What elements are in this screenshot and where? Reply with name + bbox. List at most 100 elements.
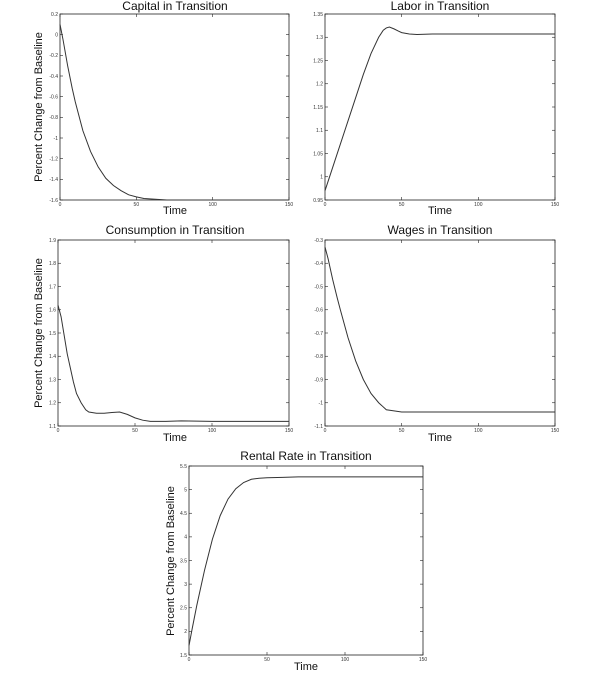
y-tick-label: -1.4 — [49, 177, 58, 183]
panel-capital: Capital in Transition Time Percent Chang… — [33, 0, 293, 217]
x-tick-label: 50 — [132, 428, 138, 434]
y-tick-label: 4.5 — [180, 511, 187, 517]
x-tick-label: 0 — [57, 428, 60, 434]
y-tick-label: 1.1 — [49, 424, 56, 430]
y-tick-label: 5.5 — [180, 464, 187, 470]
chart-title: Rental Rate in Transition — [240, 449, 371, 463]
x-axis-title: Time — [163, 432, 187, 444]
y-tick-label: 1.5 — [49, 331, 56, 337]
panel-wages: Wages in Transition Time 0 50 100 150 -0.3 -0… — [314, 223, 559, 444]
y-tick-label: 1 — [320, 175, 323, 181]
y-tick-label: 1.25 — [313, 58, 323, 64]
y-tick-label: -0.2 — [49, 53, 58, 59]
y-tick-label: 1.2 — [316, 82, 323, 88]
x-tick-label: 0 — [324, 202, 327, 208]
x-tick-label: 100 — [474, 428, 483, 434]
plot-frame — [188, 465, 424, 656]
panel-consumption: Consumption in Transition Time Percent C… — [33, 223, 293, 444]
y-tick-label: -0.9 — [314, 377, 323, 383]
y-tick-label: -0.6 — [49, 94, 58, 100]
y-tick-label: 1.6 — [49, 308, 56, 314]
marks-labor: 0 50 100 150 1.35 1.3 1.25 1.2 1.15 1.1 1.05 1 0.95 — [313, 12, 559, 208]
x-tick-label: 50 — [264, 657, 270, 663]
y-axis-title: Percent Change from Baseline — [165, 486, 177, 636]
x-axis-title: Time — [428, 205, 452, 217]
y-tick-label: 1.35 — [313, 12, 323, 18]
series-line — [188, 476, 423, 646]
x-axis-title: Time — [428, 432, 452, 444]
chart-title: Wages in Transition — [388, 223, 493, 237]
x-tick-label: 50 — [399, 202, 405, 208]
y-axis-title: Percent Change from Baseline — [33, 32, 45, 182]
y-tick-label: -0.4 — [314, 261, 323, 267]
x-axis-title: Time — [163, 205, 187, 217]
panel-rental-rate: Rental Rate in Transition Time Percent C… — [165, 449, 427, 673]
y-tick-label: 5 — [184, 487, 187, 493]
x-tick-label: 150 — [285, 428, 294, 434]
y-tick-label: 1.3 — [316, 35, 323, 41]
y-tick-label: 3 — [184, 582, 187, 588]
x-tick-label: 150 — [551, 428, 560, 434]
y-tick-label: -0.3 — [314, 238, 323, 244]
plot-frame — [324, 239, 556, 427]
y-tick-label: 1.4 — [49, 354, 56, 360]
y-tick-label: -1 — [319, 401, 324, 407]
series-line — [324, 26, 555, 191]
y-tick-label: 1.9 — [49, 238, 56, 244]
x-tick-label: 100 — [341, 657, 350, 663]
y-tick-label: 1.15 — [313, 105, 323, 111]
x-tick-label: 100 — [208, 202, 217, 208]
y-tick-label: -1.1 — [314, 424, 323, 430]
x-tick-label: 0 — [324, 428, 327, 434]
y-tick-label: 2.5 — [180, 606, 187, 612]
y-tick-label: 0 — [55, 32, 58, 38]
x-tick-label: 100 — [208, 428, 217, 434]
y-tick-label: -0.8 — [314, 354, 323, 360]
x-axis-title-holder: Time — [163, 205, 187, 217]
x-tick-label: 150 — [419, 657, 428, 663]
y-tick-label: -0.5 — [314, 284, 323, 290]
y-tick-label: 0.2 — [51, 12, 58, 18]
plot-frame — [59, 13, 290, 201]
y-tick-label: 1.3 — [49, 377, 56, 383]
y-tick-label: -0.7 — [314, 331, 323, 337]
y-tick-label: 1.7 — [49, 284, 56, 290]
y-tick-label: -1.6 — [49, 198, 58, 204]
y-axis-title: Percent Change from Baseline — [33, 258, 45, 408]
y-tick-label: -0.8 — [49, 115, 58, 121]
y-tick-label: 1.1 — [316, 128, 323, 134]
y-tick-label: -0.4 — [49, 74, 58, 80]
marks-consumption: 0 50 100 150 1.9 1.8 1.7 1.6 1.5 1.4 1.3 1.2 1.1 — [49, 238, 293, 434]
series-line — [59, 24, 289, 201]
y-tick-label: 1.8 — [49, 261, 56, 267]
x-tick-label: 50 — [399, 428, 405, 434]
x-tick-label: 100 — [474, 202, 483, 208]
y-tick-label: -1 — [54, 136, 59, 142]
chart-title: Capital in Transition — [122, 0, 227, 13]
x-tick-label: 0 — [188, 657, 191, 663]
panel-labor: Labor in Transition Time 0 50 100 150 1.35 1.… — [313, 0, 559, 217]
series-line — [324, 246, 555, 413]
chart-title: Labor in Transition — [391, 0, 490, 13]
x-axis-title: Time — [294, 661, 318, 673]
y-tick-label: -0.6 — [314, 308, 323, 314]
y-tick-label: 0.95 — [313, 198, 323, 204]
plot-frame — [324, 13, 556, 201]
series-line — [57, 304, 289, 422]
y-tick-label: -1.2 — [49, 156, 58, 162]
y-tick-label: 4 — [184, 535, 187, 541]
y-tick-label: 1.2 — [49, 401, 56, 407]
marks-rental-rate: 0 50 100 150 5.5 5 4.5 4 3.5 3 2.5 2 1.5 — [180, 464, 427, 663]
x-tick-label: 150 — [285, 202, 294, 208]
x-tick-label: 50 — [134, 202, 140, 208]
y-tick-label: 3.5 — [180, 558, 187, 564]
y-tick-label: 2 — [184, 629, 187, 635]
x-tick-label: 0 — [59, 202, 62, 208]
marks-capital: 0 50 100 150 0.2 0 -0.2 -0.4 -0.6 -0.8 -1 -1.2 -1.4 -… — [49, 12, 293, 208]
chart-title: Consumption in Transition — [106, 223, 245, 237]
y-tick-label: 1.05 — [313, 151, 323, 157]
plot-frame — [57, 239, 290, 427]
marks-wages: 0 50 100 150 -0.3 -0.4 -0.5 -0.6 -0.7 -0.8 -0.9 -1 -… — [314, 238, 559, 434]
x-tick-label: 150 — [551, 202, 560, 208]
